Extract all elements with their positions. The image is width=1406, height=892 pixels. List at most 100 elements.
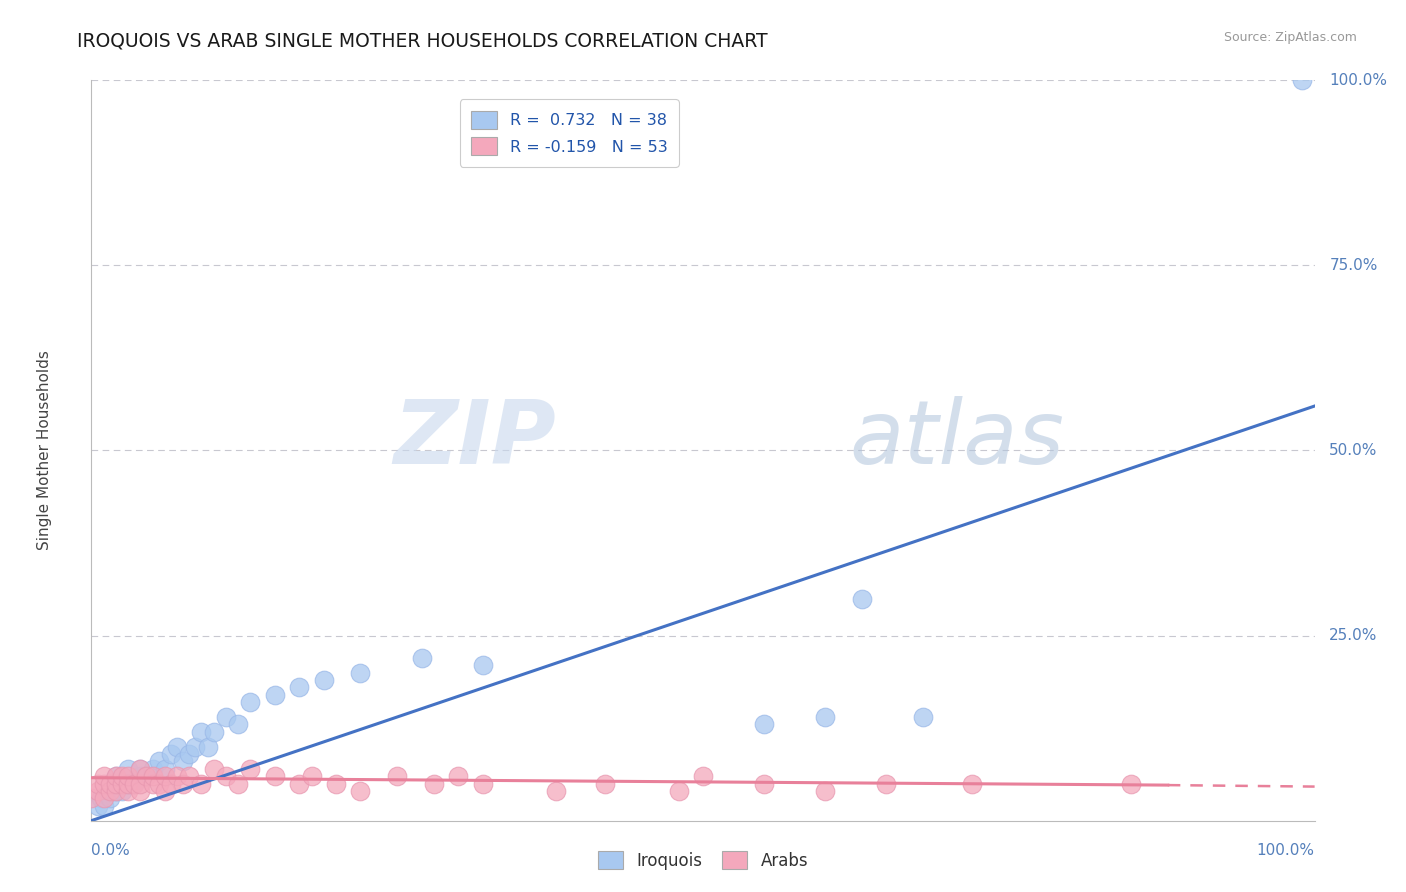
Point [288, 681, 311, 695]
Point [93, 776, 115, 791]
Point [814, 710, 837, 724]
Point [86, 798, 108, 813]
Point [117, 776, 139, 791]
Point [122, 776, 145, 791]
Point [814, 784, 837, 798]
Legend: Iroquois, Arabs: Iroquois, Arabs [591, 845, 815, 877]
Text: 100.0%: 100.0% [1329, 73, 1388, 87]
Point [385, 769, 409, 783]
Point [447, 769, 470, 783]
Point [148, 776, 170, 791]
Point [349, 665, 371, 680]
Point [179, 769, 201, 783]
Point [98, 791, 121, 805]
Point [135, 769, 157, 783]
Point [301, 769, 323, 783]
Point [86, 784, 108, 798]
Point [851, 591, 873, 606]
Point [202, 762, 225, 776]
Point [141, 776, 163, 791]
Point [288, 776, 311, 791]
Point [668, 784, 690, 798]
Point [875, 776, 898, 791]
Point [129, 784, 152, 798]
Point [411, 650, 433, 665]
Text: ZIP: ZIP [394, 396, 557, 483]
Text: 0.0%: 0.0% [91, 843, 131, 858]
Text: IROQUOIS VS ARAB SINGLE MOTHER HOUSEHOLDS CORRELATION CHART: IROQUOIS VS ARAB SINGLE MOTHER HOUSEHOLD… [77, 31, 768, 50]
Point [98, 784, 121, 798]
Point [104, 769, 127, 783]
Point [129, 762, 152, 776]
Point [546, 784, 568, 798]
Text: Source: ZipAtlas.com: Source: ZipAtlas.com [1223, 31, 1357, 45]
Point [179, 747, 201, 761]
Point [104, 769, 127, 783]
Point [93, 798, 115, 813]
Point [190, 724, 212, 739]
Point [117, 776, 139, 791]
Text: 100.0%: 100.0% [1257, 843, 1315, 858]
Text: 75.0%: 75.0% [1329, 258, 1378, 273]
Point [912, 710, 935, 724]
Point [111, 769, 134, 783]
Point [239, 762, 262, 776]
Point [471, 658, 494, 673]
Point [960, 776, 983, 791]
Point [160, 747, 183, 761]
Point [129, 776, 152, 791]
Point [215, 769, 238, 783]
Point [141, 769, 163, 783]
Point [1291, 73, 1313, 87]
Legend: R =  0.732   N = 38, R = -0.159   N = 53: R = 0.732 N = 38, R = -0.159 N = 53 [460, 99, 679, 167]
Point [129, 762, 152, 776]
Point [349, 784, 371, 798]
Point [80, 791, 103, 805]
Point [160, 776, 183, 791]
Point [153, 762, 176, 776]
Point [692, 769, 714, 783]
Point [325, 776, 347, 791]
Point [166, 769, 188, 783]
Point [166, 739, 188, 754]
Point [312, 673, 335, 687]
Point [117, 762, 139, 776]
Point [153, 769, 176, 783]
Point [135, 769, 157, 783]
Point [93, 791, 115, 805]
Point [172, 755, 194, 769]
Point [111, 784, 134, 798]
Point [184, 739, 207, 754]
Point [104, 784, 127, 798]
Point [226, 776, 249, 791]
Point [593, 776, 616, 791]
Point [190, 776, 212, 791]
Point [98, 776, 121, 791]
Point [148, 755, 170, 769]
Point [104, 776, 127, 791]
Text: 25.0%: 25.0% [1329, 628, 1378, 643]
Point [471, 776, 494, 791]
Point [104, 784, 127, 798]
Point [172, 776, 194, 791]
Text: atlas: atlas [849, 396, 1064, 483]
Point [86, 776, 108, 791]
Point [117, 784, 139, 798]
Point [264, 769, 287, 783]
Point [423, 776, 446, 791]
Text: 50.0%: 50.0% [1329, 443, 1378, 458]
Point [90, 791, 112, 805]
Point [215, 710, 238, 724]
Point [202, 724, 225, 739]
Point [117, 769, 139, 783]
Point [122, 776, 145, 791]
Point [264, 688, 287, 702]
Point [754, 776, 776, 791]
Point [111, 776, 134, 791]
Point [1121, 776, 1143, 791]
Point [239, 695, 262, 709]
Point [129, 769, 152, 783]
Point [141, 762, 163, 776]
Point [754, 717, 776, 731]
Point [226, 717, 249, 731]
